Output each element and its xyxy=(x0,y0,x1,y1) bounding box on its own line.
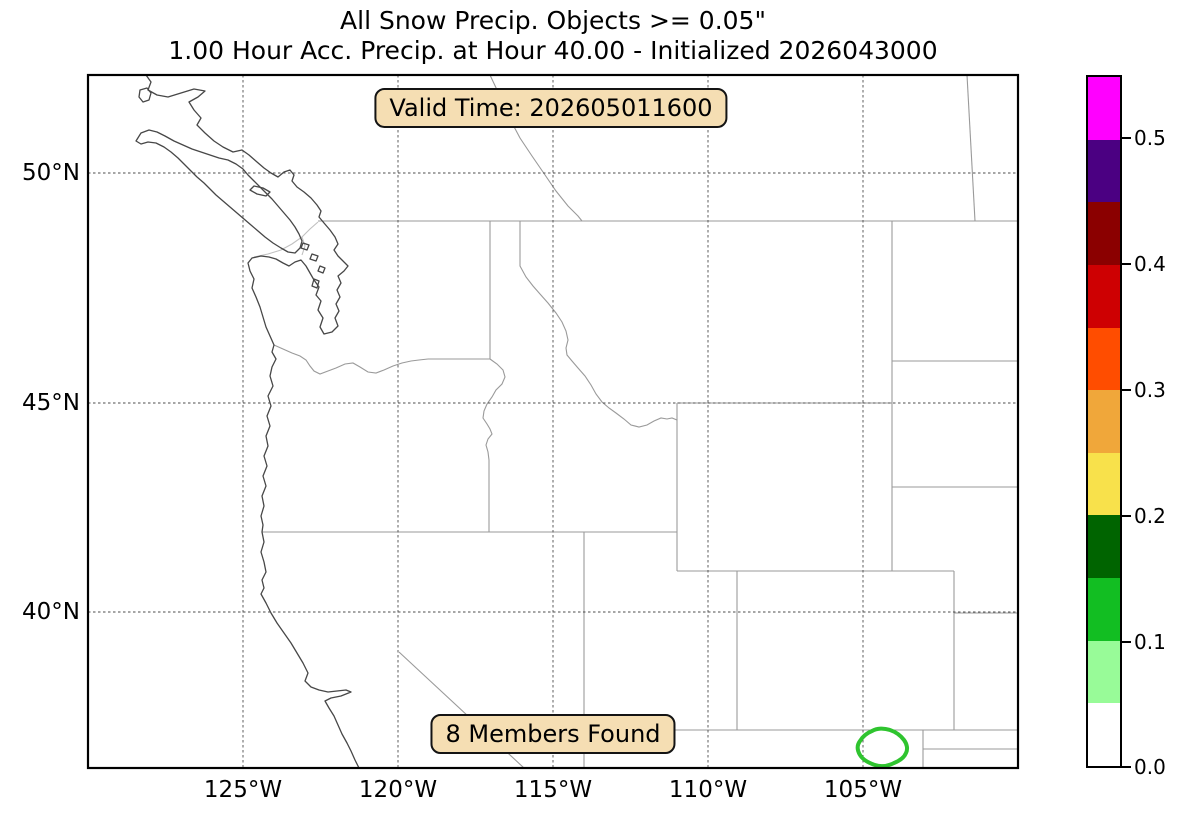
colorbar-label-02: 0.2 xyxy=(1134,504,1166,528)
colorbar-label-01: 0.1 xyxy=(1134,630,1166,654)
plot-title-line2: 1.00 Hour Acc. Precip. at Hour 40.00 - I… xyxy=(168,36,938,65)
snow-object-contour xyxy=(855,726,910,768)
coast-island-texada xyxy=(249,185,271,197)
coastline xyxy=(135,75,360,768)
colorbar-label-00: 0.0 xyxy=(1134,755,1166,779)
x-tick-115w: 115°W xyxy=(513,777,593,803)
state-borders xyxy=(262,75,1018,768)
coast-island-whidbey xyxy=(311,278,320,289)
colorbar-tickmark xyxy=(1122,641,1131,643)
colorbar-tickmark xyxy=(1122,766,1131,768)
colorbar-tickmark xyxy=(1122,137,1131,139)
colorbar-band xyxy=(1088,390,1120,453)
x-tick-105w: 105°W xyxy=(823,777,903,803)
coast-vancouver-island xyxy=(135,129,303,254)
x-tick-110w: 110°W xyxy=(668,777,748,803)
colorbar-band xyxy=(1088,578,1120,641)
colorbar-band xyxy=(1088,77,1120,140)
y-tick-50n: 50°N xyxy=(22,160,80,186)
border-columbia-river xyxy=(273,344,429,375)
colorbar-band xyxy=(1088,139,1120,203)
y-tick-45n: 45°N xyxy=(22,390,80,416)
border-or-id-snake xyxy=(482,358,506,532)
colorbar-band xyxy=(1088,703,1120,767)
maritime-boundary xyxy=(253,221,319,258)
coast-island-sanjuan-1 xyxy=(300,242,310,251)
colorbar xyxy=(1086,75,1122,768)
plot-title-line1: All Snow Precip. Objects >= 0.05" xyxy=(340,6,766,35)
coast-island-north xyxy=(138,87,152,103)
valid-time-box: Valid Time: 202605011600 xyxy=(374,88,728,128)
colorbar-band xyxy=(1088,515,1120,579)
colorbar-band xyxy=(1088,640,1120,704)
gridlines xyxy=(88,75,1018,768)
colorbar-label-03: 0.3 xyxy=(1134,378,1166,402)
colorbar-band xyxy=(1088,327,1120,391)
colorbar-tickmark xyxy=(1122,263,1131,265)
coast-island-sanjuan-3 xyxy=(317,265,326,274)
colorbar-label-04: 0.4 xyxy=(1134,252,1166,276)
y-tick-40n: 40°N xyxy=(22,599,80,625)
colorbar-tickmark xyxy=(1122,389,1131,391)
coast-mainland xyxy=(145,75,360,768)
border-sk-mb xyxy=(966,75,976,222)
map-frame xyxy=(86,73,1020,770)
x-tick-120w: 120°W xyxy=(358,777,438,803)
colorbar-band xyxy=(1088,202,1120,265)
x-tick-125w: 125°W xyxy=(203,777,283,803)
members-found-box: 8 Members Found xyxy=(430,714,676,754)
colorbar-band xyxy=(1088,452,1120,516)
colorbar-tickmark xyxy=(1122,515,1131,517)
colorbar-band xyxy=(1088,264,1120,328)
colorbar-label-05: 0.5 xyxy=(1134,126,1166,150)
coast-island-sanjuan-2 xyxy=(309,253,319,262)
border-id-mt-divide xyxy=(519,221,678,428)
